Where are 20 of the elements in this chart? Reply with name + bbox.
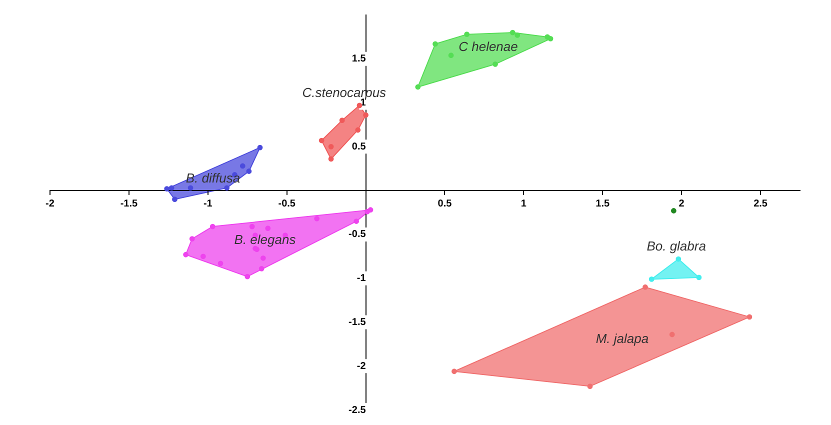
- x-tick-label: 1.5: [596, 198, 610, 210]
- x-tick-label: 2: [678, 198, 685, 210]
- y-tick-label: 0.5: [352, 141, 366, 152]
- series-label: Bo. glabra: [646, 238, 706, 254]
- series-label: M. jalapa: [596, 330, 649, 346]
- series-label: C helenae: [458, 39, 518, 54]
- y-tick-label: -2.5: [348, 404, 366, 416]
- y-tick-label: -1.5: [348, 316, 366, 328]
- x-tick-label: -1.5: [120, 198, 138, 210]
- x-tick-label: -2: [46, 198, 55, 210]
- y-tick-label: -0.5: [348, 229, 366, 240]
- x-tick-label: 2.5: [754, 198, 768, 210]
- x-tick-label: 0.5: [438, 198, 452, 210]
- y-tick-label: -1: [356, 273, 366, 284]
- y-tick-label: 1.5: [352, 54, 366, 65]
- x-tick-label: 1: [520, 198, 527, 210]
- x-tick-label: -1: [203, 198, 213, 210]
- y-tick-label: -2: [356, 360, 366, 372]
- x-tick-label: -0.5: [278, 198, 296, 210]
- series-label: B. elegans: [234, 232, 296, 248]
